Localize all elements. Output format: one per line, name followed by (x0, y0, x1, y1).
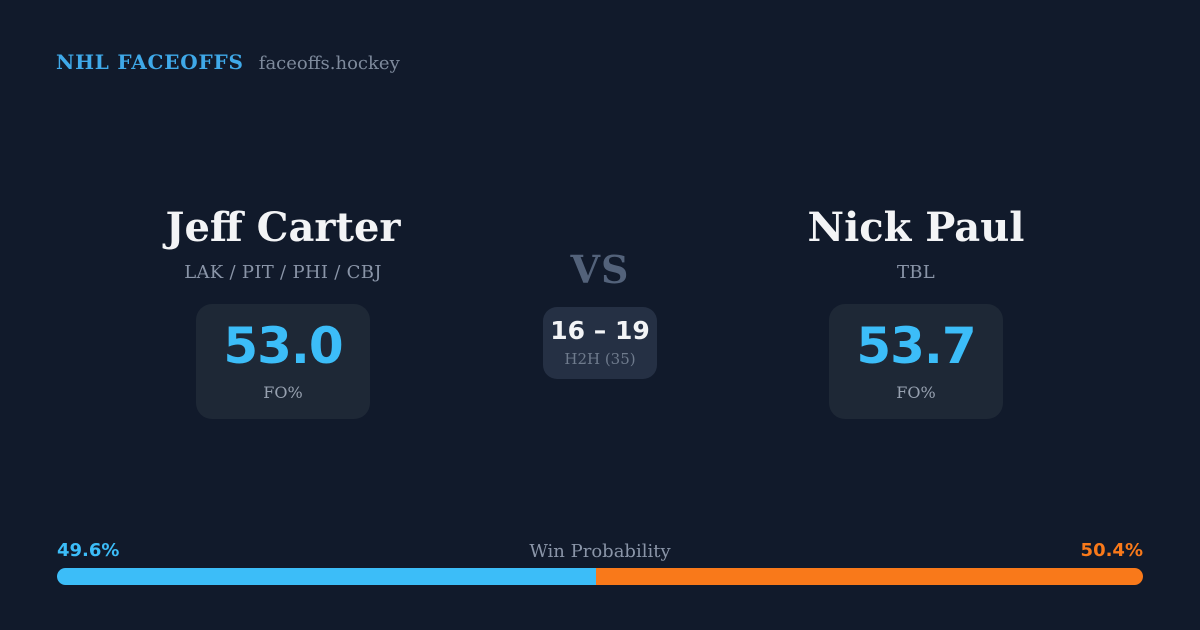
left-fo-label: FO% (263, 383, 303, 402)
header: NHL FACEOFFS faceoffs.hockey (56, 50, 400, 74)
vs-label: VS (570, 247, 630, 292)
win-probability-title: Win Probability (529, 541, 671, 562)
h2h-label: H2H (35) (564, 349, 636, 368)
left-player-teams: LAK / PIT / PHI / CBJ (184, 262, 382, 283)
versus-column: VS 16 – 19 H2H (35) (500, 248, 700, 379)
h2h-score: 16 – 19 (550, 315, 650, 345)
left-fo-value: 53.0 (223, 317, 343, 375)
left-player-column: Jeff Carter LAK / PIT / PHI / CBJ 53.0 F… (73, 205, 493, 419)
win-bar-left-segment (57, 568, 596, 585)
site-link[interactable]: faceoffs.hockey (258, 53, 400, 74)
win-bar-right-segment (595, 568, 1143, 585)
right-win-pct: 50.4% (1080, 540, 1143, 561)
win-probability-bar (57, 568, 1143, 585)
right-fo-label: FO% (896, 383, 936, 402)
win-probability-labels: 49.6% Win Probability 50.4% (57, 540, 1143, 564)
right-player-column: Nick Paul TBL 53.7 FO% (706, 205, 1126, 419)
left-player-name: Jeff Carter (165, 204, 401, 251)
right-fo-card: 53.7 FO% (829, 304, 1003, 419)
right-player-name: Nick Paul (807, 204, 1025, 251)
left-fo-card: 53.0 FO% (196, 304, 370, 419)
right-fo-value: 53.7 (856, 317, 976, 375)
h2h-card: 16 – 19 H2H (35) (543, 306, 657, 379)
right-player-teams: TBL (896, 262, 936, 283)
brand-title: NHL FACEOFFS (56, 50, 244, 74)
left-win-pct: 49.6% (57, 540, 120, 561)
